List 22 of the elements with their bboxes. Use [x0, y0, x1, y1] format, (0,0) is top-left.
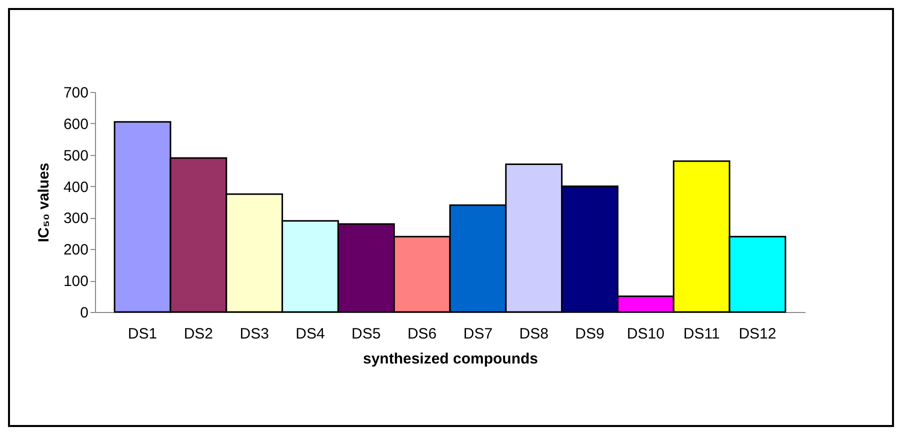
- y-tick-label: 300: [63, 210, 88, 228]
- y-tick-label: 0: [80, 304, 88, 322]
- y-tick-label: 200: [63, 242, 88, 259]
- x-tick-label: DS2: [184, 326, 214, 342]
- x-axis-title: synthesized compounds: [362, 350, 538, 368]
- y-tick-label: 500: [63, 147, 88, 164]
- x-tick-label: DS5: [352, 326, 381, 342]
- y-tick-label: 600: [63, 116, 88, 133]
- y-tick-label: 700: [63, 84, 88, 102]
- x-tick-label: DS12: [738, 326, 776, 342]
- x-tick-label: DS9: [575, 326, 604, 342]
- x-tick-label: DS6: [407, 326, 437, 342]
- x-tick-label: DS7: [463, 326, 493, 342]
- x-tick-label: DS10: [626, 326, 664, 342]
- x-tick-label: DS4: [296, 326, 325, 342]
- y-tick-label: 100: [63, 273, 88, 290]
- x-tick-label: DS3: [240, 326, 269, 342]
- x-tick-label: DS1: [128, 326, 158, 342]
- y-tick-label: 400: [63, 178, 88, 196]
- x-tick-label: DS8: [519, 326, 548, 342]
- x-tick-label: DS11: [683, 326, 720, 342]
- y-axis-title: IC₅₀ values: [35, 162, 52, 242]
